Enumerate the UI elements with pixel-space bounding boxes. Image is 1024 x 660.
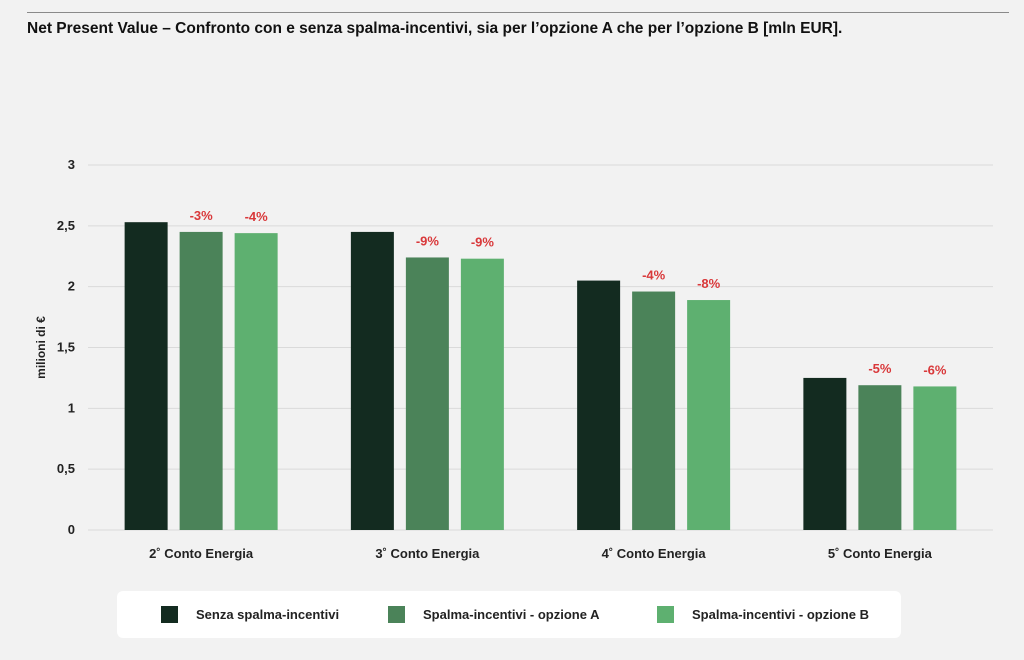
pct-change-label: -4%	[245, 209, 269, 224]
legend-label-opzione-a: Spalma-incentivi - opzione A	[423, 607, 600, 622]
legend-item-opzione-a: Spalma-incentivi - opzione A	[388, 591, 599, 638]
legend-label-opzione-b: Spalma-incentivi - opzione B	[692, 607, 869, 622]
bar	[858, 385, 902, 530]
y-tick-label: 0	[68, 522, 75, 537]
top-rule	[27, 12, 1009, 13]
pct-change-label: -9%	[416, 233, 440, 248]
legend-label-senza: Senza spalma-incentivi	[196, 607, 340, 622]
bar	[234, 233, 278, 530]
x-category-label: 2˚ Conto Energia	[149, 546, 254, 561]
bar	[460, 258, 504, 530]
x-category-label: 3˚ Conto Energia	[375, 546, 480, 561]
chart-title: Net Present Value – Confronto con e senz…	[27, 20, 843, 37]
pct-change-label: -6%	[923, 362, 947, 377]
x-category-label: 4˚ Conto Energia	[602, 546, 707, 561]
bar	[577, 280, 621, 530]
y-tick-label: 2,5	[57, 218, 75, 233]
y-axis-label: milioni di €	[34, 316, 48, 379]
bar	[179, 231, 223, 530]
y-tick-label: 2	[68, 279, 75, 294]
y-tick-label: 1	[68, 400, 75, 415]
pct-change-label: -8%	[697, 276, 721, 291]
x-category-label: 5˚ Conto Energia	[828, 546, 933, 561]
legend-swatch-senza	[161, 606, 178, 623]
pct-change-label: -9%	[471, 235, 495, 250]
pct-change-label: -4%	[642, 268, 666, 283]
chart-legend: Senza spalma-incentivi Spalma-incentivi …	[117, 591, 901, 638]
bar	[350, 231, 394, 530]
legend-swatch-opzione-b	[657, 606, 674, 623]
bar	[803, 377, 847, 530]
pct-change-label: -3%	[190, 208, 214, 223]
y-tick-label: 0,5	[57, 461, 75, 476]
bar	[124, 222, 168, 530]
bar-chart: 0 0,5 1 1,5 2 2,5 3 milioni di € -3% -4% 2˚ Conto …	[34, 157, 993, 561]
legend-item-opzione-b: Spalma-incentivi - opzione B	[657, 591, 869, 638]
y-tick-label: 1,5	[57, 340, 75, 355]
y-tick-label: 3	[68, 157, 75, 172]
bar	[405, 257, 449, 530]
bar	[632, 291, 676, 530]
legend-swatch-opzione-a	[388, 606, 405, 623]
legend-item-senza: Senza spalma-incentivi	[161, 591, 339, 638]
pct-change-label: -5%	[868, 361, 892, 376]
bar	[913, 386, 957, 530]
bar	[687, 300, 731, 530]
